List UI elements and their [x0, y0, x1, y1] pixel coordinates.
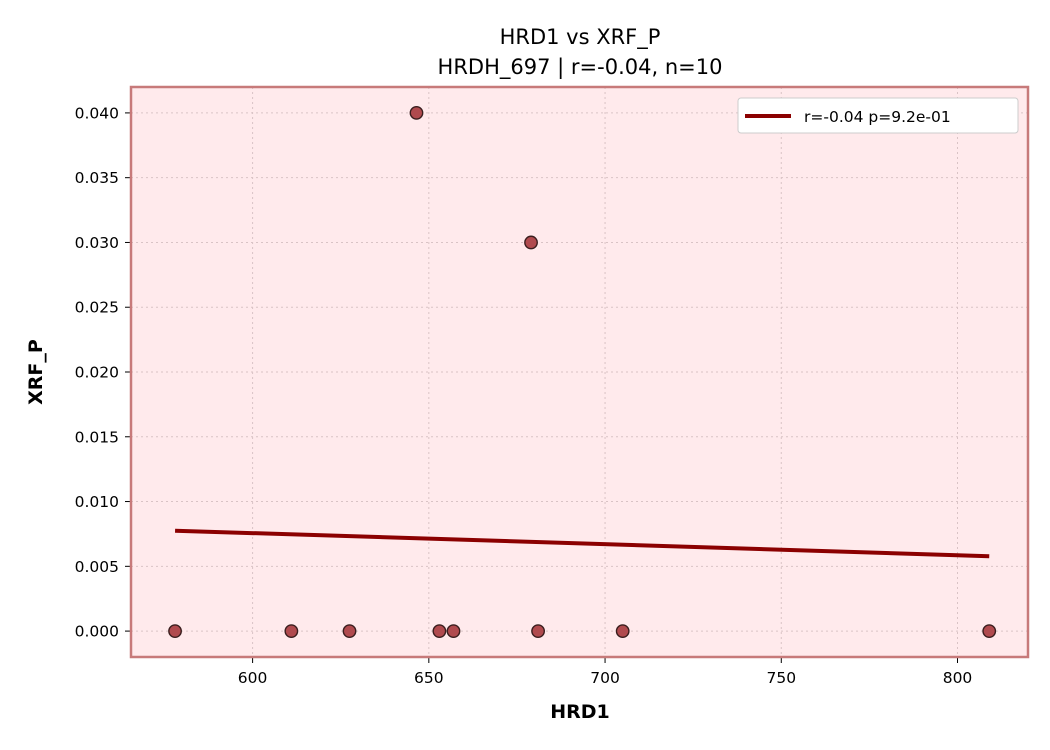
- x-tick-label: 750: [766, 669, 796, 687]
- x-tick-label: 800: [943, 669, 973, 687]
- y-tick-label: 0.020: [75, 364, 119, 382]
- y-tick-label: 0.030: [75, 234, 119, 252]
- plot-frame: [129, 85, 1030, 659]
- y-axis-label: XRF_P: [25, 339, 47, 405]
- regression-line: [174, 528, 990, 559]
- data-point: [284, 624, 299, 638]
- data-point: [982, 624, 997, 638]
- data-points: [168, 106, 997, 638]
- y-tick-label: 0.040: [75, 104, 119, 122]
- y-tick-label: 0.015: [75, 428, 119, 446]
- chart-title: HRD1 vs XRF_P: [500, 25, 661, 50]
- y-tick-label: 0.000: [75, 623, 119, 641]
- data-point: [446, 624, 461, 638]
- x-tick-label: 650: [414, 669, 444, 687]
- y-tick-label: 0.025: [75, 299, 119, 317]
- data-point: [524, 235, 538, 250]
- data-point: [531, 624, 545, 638]
- y-tick-label: 0.010: [75, 493, 119, 511]
- legend-box: [737, 97, 1019, 134]
- chart-subtitle: HRDH_697 | r=-0.04, n=10: [438, 55, 723, 80]
- grid-lines: [131, 87, 1028, 657]
- legend-label: r=-0.04 p=9.2e-01: [804, 108, 951, 126]
- legend: r=-0.04 p=9.2e-01: [737, 97, 1019, 134]
- data-point: [409, 106, 424, 120]
- data-point: [615, 624, 630, 638]
- data-point: [432, 624, 447, 638]
- plot-area: [131, 87, 1028, 657]
- data-point: [342, 624, 357, 638]
- y-axis-ticks: 0.000 0.005 0.010 0.015 0.020 0.025 0.030 0.035…: [75, 104, 131, 641]
- data-point: [168, 624, 182, 638]
- x-axis-label: HRD1: [550, 701, 610, 723]
- y-tick-label: 0.035: [75, 169, 119, 187]
- x-axis-ticks: 600 650 700 750 800: [238, 657, 973, 687]
- x-tick-label: 700: [590, 669, 620, 687]
- y-tick-label: 0.005: [75, 558, 119, 576]
- x-tick-label: 600: [238, 669, 268, 687]
